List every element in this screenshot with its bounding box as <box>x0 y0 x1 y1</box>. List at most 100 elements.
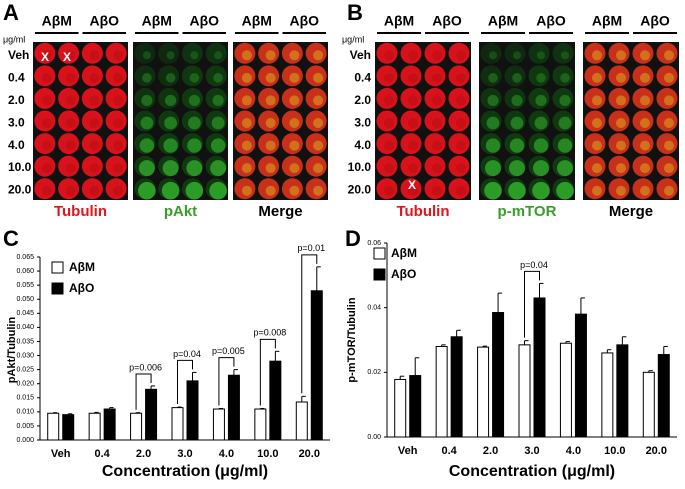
well-highlight <box>384 185 394 196</box>
well-highlight <box>432 118 442 128</box>
well-highlight <box>664 95 674 106</box>
row-label: 2.0 <box>354 93 371 107</box>
well-highlight <box>559 94 571 107</box>
well-highlight <box>533 138 549 153</box>
well-highlight <box>65 140 76 151</box>
channel-label: pAkt <box>164 203 197 220</box>
p-value: p=0.04 <box>173 349 201 359</box>
group-label: AβO <box>536 13 566 29</box>
well-highlight <box>511 94 523 107</box>
well <box>552 42 574 64</box>
well-highlight <box>456 72 466 83</box>
legend-swatch <box>373 247 386 260</box>
well <box>205 42 227 64</box>
well-highlight <box>561 51 569 60</box>
well-highlight <box>189 73 200 83</box>
well-highlight <box>65 50 76 61</box>
well-highlight <box>89 95 100 106</box>
well-highlight <box>384 118 394 128</box>
y-tick-label: 0.065 <box>16 254 34 261</box>
well-highlight <box>640 185 650 196</box>
well-highlight <box>509 160 525 177</box>
well-highlight <box>408 140 418 151</box>
well-highlight <box>640 72 650 83</box>
well-highlight <box>384 140 394 151</box>
bar <box>62 414 75 441</box>
bar <box>227 374 240 441</box>
well-highlight <box>210 160 227 177</box>
significance-bracket <box>524 270 540 338</box>
well-highlight <box>289 163 300 174</box>
significance-bracket <box>259 338 276 406</box>
well-highlight <box>536 73 546 83</box>
x-tick-label: 10.0 <box>257 448 278 460</box>
p-value: p=0.005 <box>212 346 245 356</box>
legend-swatch <box>373 268 386 281</box>
well-highlight <box>265 95 276 106</box>
well-highlight <box>213 73 223 83</box>
y-tick-label: 0.060 <box>16 268 34 275</box>
well-highlight <box>408 118 418 128</box>
group-label: AβM <box>42 13 72 29</box>
well-highlight <box>65 95 76 106</box>
well-highlight <box>113 185 124 196</box>
well-highlight <box>432 50 442 61</box>
y-tick-label: 0.005 <box>16 423 34 430</box>
well-highlight <box>640 163 650 174</box>
y-axis-label: pAkt/Tubulin <box>6 317 18 384</box>
y-axis-label: p-mTOR/Tubulin <box>346 297 358 382</box>
well-highlight <box>557 138 573 153</box>
well-highlight <box>640 50 650 61</box>
y-tick-label: 0.020 <box>16 381 34 388</box>
unit-label: μg/ml <box>342 34 364 44</box>
y-tick-label: 0.04 <box>367 305 381 312</box>
well-highlight <box>456 163 466 174</box>
well-highlight <box>241 163 252 174</box>
well-highlight <box>214 51 223 60</box>
well-highlight <box>140 116 154 130</box>
well-mark: X <box>41 50 49 64</box>
x-axis-label: Concentration (μg/ml) <box>449 463 615 480</box>
legend-swatch <box>51 261 64 274</box>
well-highlight <box>533 160 549 177</box>
channel-label: Tubulin <box>54 203 107 220</box>
well-highlight <box>456 140 466 151</box>
bar <box>47 412 60 441</box>
well-highlight <box>89 72 100 83</box>
well-highlight <box>592 185 602 196</box>
well-highlight <box>166 51 175 60</box>
well-highlight <box>592 163 602 174</box>
legend-swatch <box>51 282 64 295</box>
well-highlight <box>187 116 201 130</box>
y-tick-label: 0.035 <box>16 338 34 345</box>
bar <box>409 375 422 438</box>
bar <box>559 342 572 438</box>
well-highlight <box>384 72 394 83</box>
well-highlight <box>560 73 570 83</box>
bar <box>642 371 655 438</box>
well-highlight <box>485 160 501 177</box>
well-highlight <box>592 118 602 128</box>
y-tick-label: 0.050 <box>16 296 34 303</box>
well-highlight <box>556 181 574 200</box>
well-highlight <box>456 50 466 61</box>
well-highlight <box>185 181 204 200</box>
well-highlight <box>188 94 200 107</box>
row-label: Veh <box>8 48 29 62</box>
row-label: 4.0 <box>8 138 25 152</box>
bar <box>518 344 531 438</box>
row-label: 20.0 <box>348 183 372 197</box>
well-highlight <box>89 140 100 151</box>
well-highlight <box>142 73 152 83</box>
bar <box>477 346 490 438</box>
bar <box>435 345 448 438</box>
bar <box>269 360 282 441</box>
well-highlight <box>162 160 179 177</box>
well-highlight <box>489 51 497 60</box>
well-highlight <box>616 185 626 196</box>
well <box>504 42 526 64</box>
well <box>528 42 550 64</box>
well-highlight <box>456 95 466 106</box>
well-highlight <box>408 50 418 61</box>
